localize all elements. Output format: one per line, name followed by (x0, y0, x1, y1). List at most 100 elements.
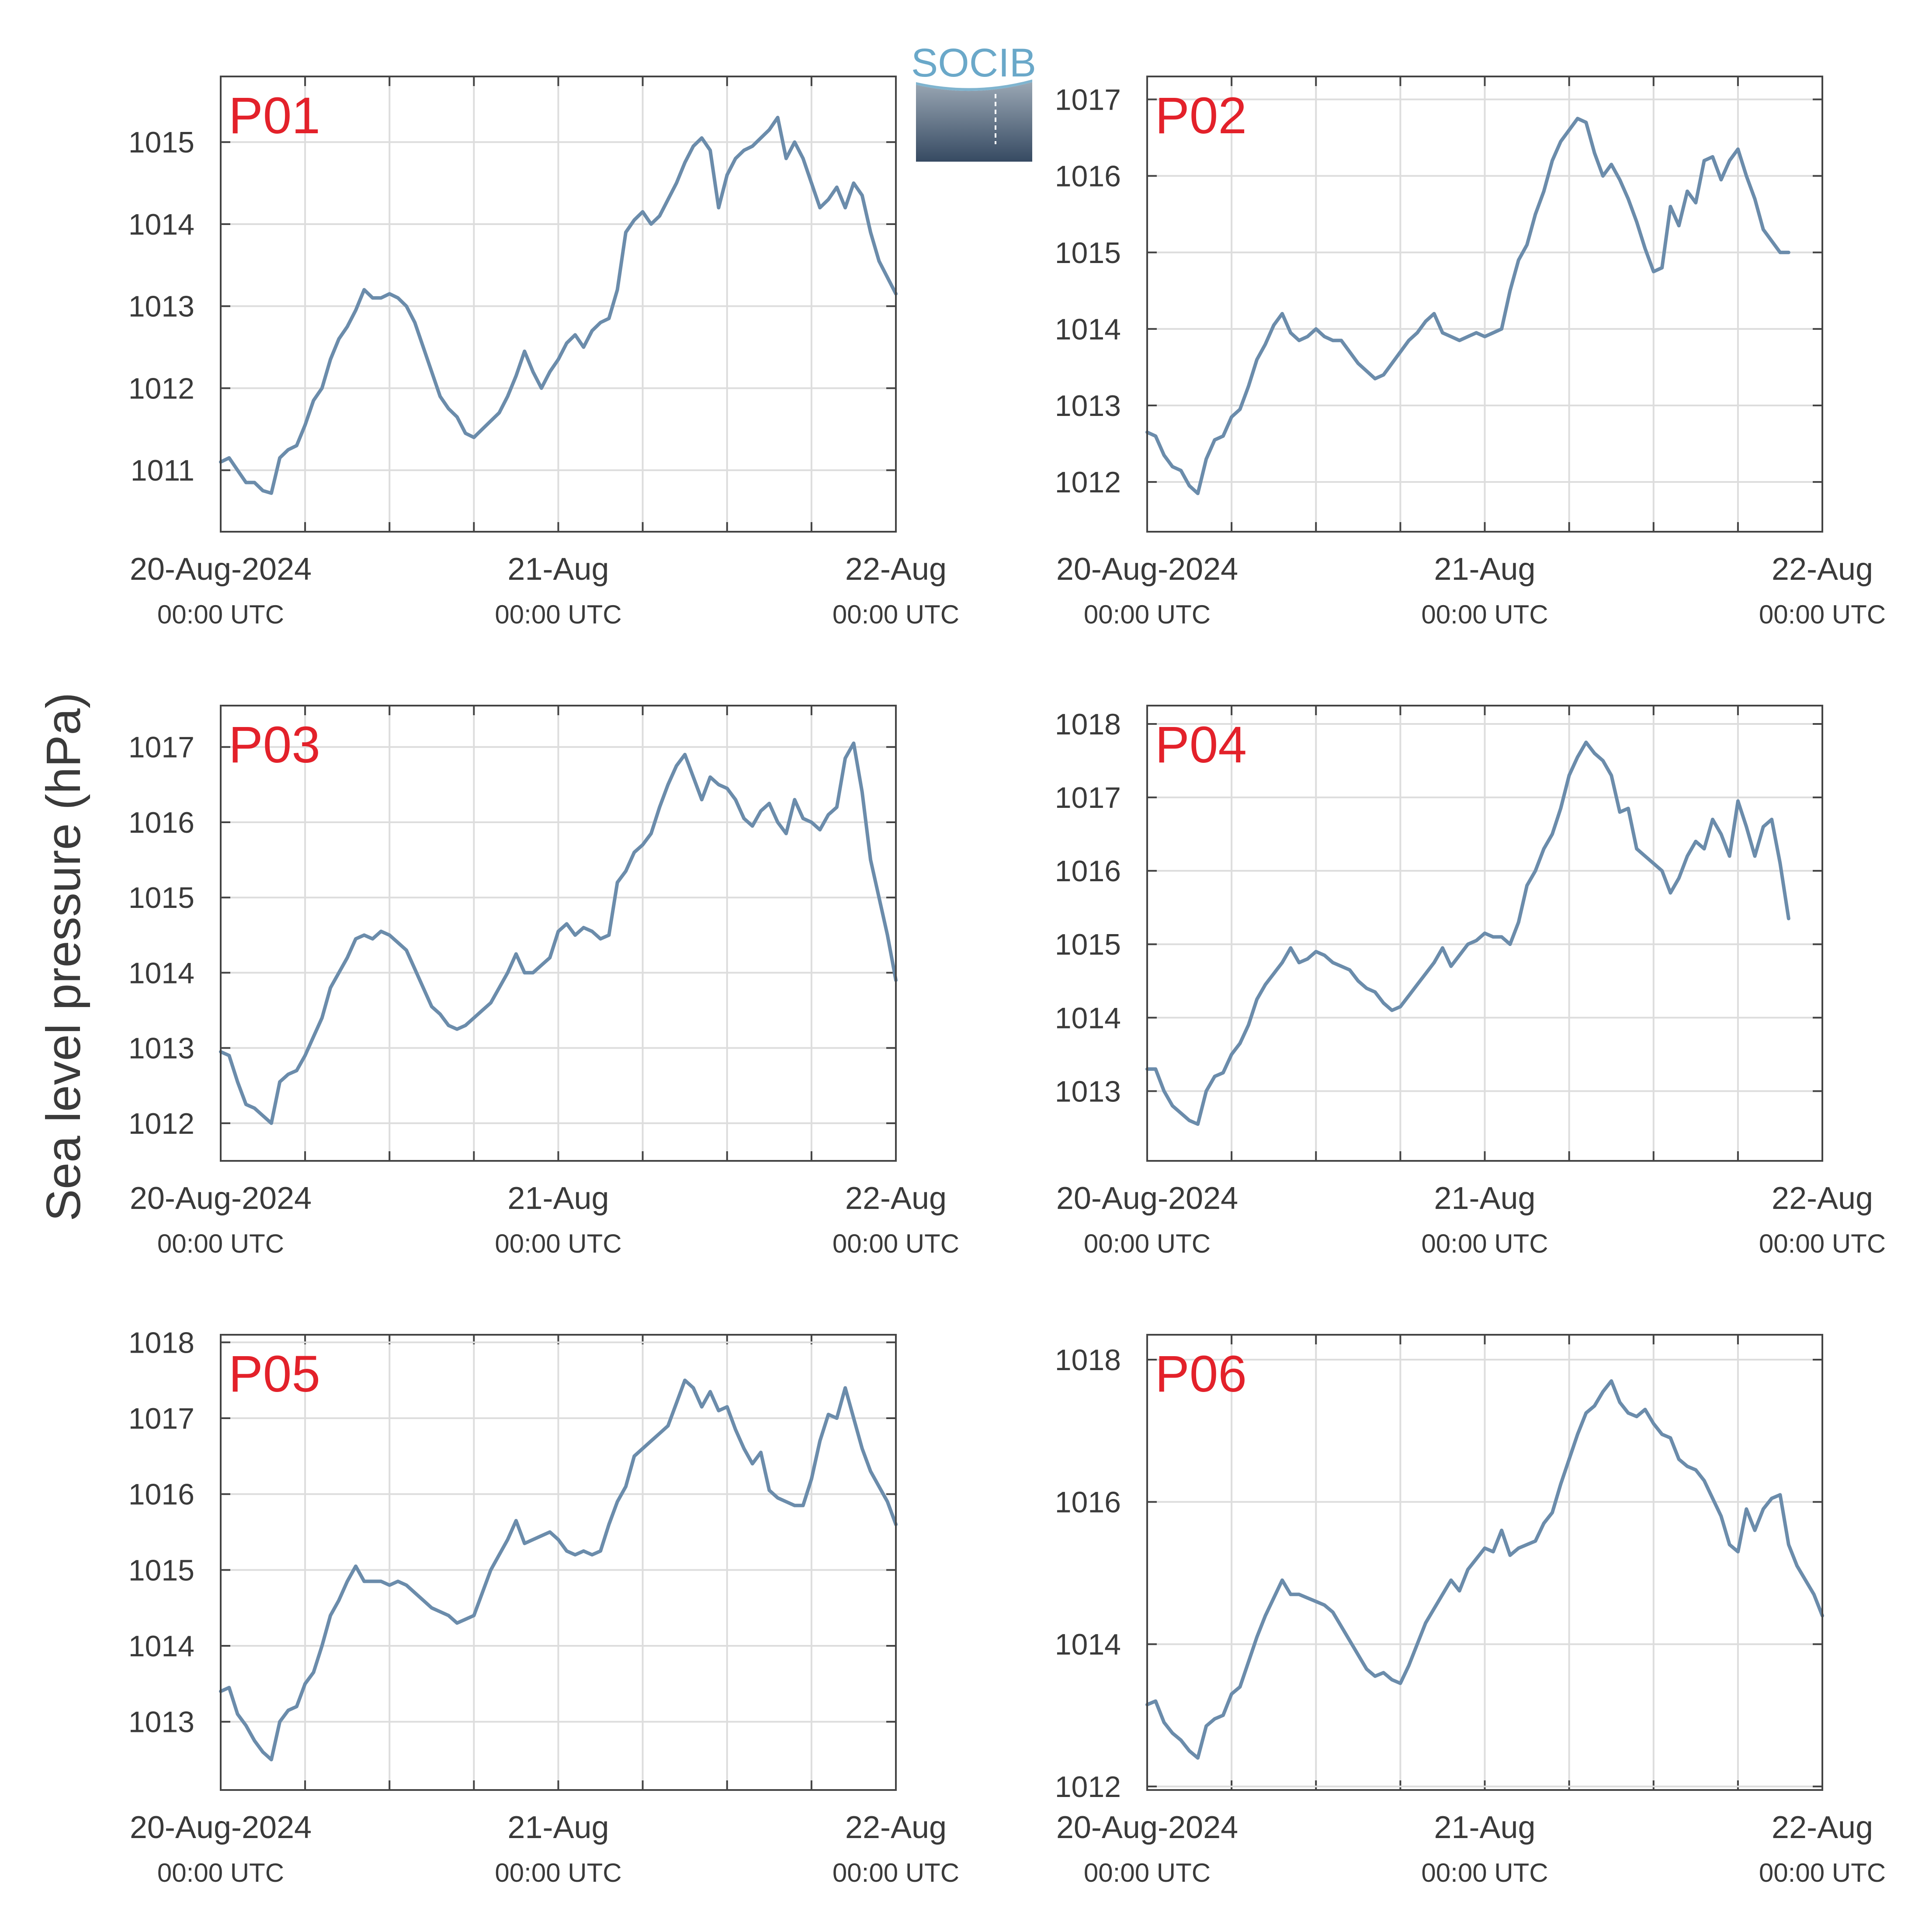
chart-p02-xtick-label: 22-Aug (1772, 552, 1873, 587)
socib-logo: SOCIB (911, 41, 1036, 162)
chart-p04-xtick-label: 20-Aug-2024 (1056, 1181, 1238, 1216)
chart-p03-xtick-sublabel: 00:00 UTC (157, 1229, 284, 1258)
chart-p06-xtick-sublabel: 00:00 UTC (1084, 1858, 1211, 1887)
chart-p04-ytick-label: 1018 (1055, 708, 1121, 741)
chart-p02-ytick-label: 1014 (1055, 313, 1121, 346)
chart-p01-ytick-label: 1011 (131, 454, 194, 487)
chart-p05-ytick-label: 1013 (128, 1706, 194, 1739)
logo-water-top-icon (916, 80, 1032, 91)
chart-p05-xtick-sublabel: 00:00 UTC (157, 1858, 284, 1887)
chart-p05-ytick-label: 1018 (128, 1326, 194, 1359)
chart-p02-xtick-sublabel: 00:00 UTC (1421, 600, 1548, 629)
chart-p05-panel: 1013 1014 1015 1016 1017 1018 P05 20-Aug-2024 00… (128, 1326, 959, 1887)
chart-p06-xtick-label: 22-Aug (1772, 1810, 1873, 1845)
chart-p02-xtick-label: 21-Aug (1434, 552, 1535, 587)
chart-p03-ytick-label: 1017 (128, 731, 194, 764)
chart-p01-xtick-label: 22-Aug (845, 552, 947, 587)
chart-p04-panel-label: P04 (1155, 716, 1247, 774)
chart-p01-panel-label: P01 (229, 87, 320, 145)
chart-p06-ytick-label: 1018 (1055, 1343, 1121, 1377)
chart-p05-axes-frame (220, 1334, 897, 1791)
chart-p03-ytick-label: 1012 (128, 1107, 194, 1140)
chart-p05-ytick-label: 1016 (128, 1478, 194, 1511)
chart-p01-xtick-sublabel: 00:00 UTC (157, 600, 284, 629)
chart-p01-xtick-sublabel: 00:00 UTC (833, 600, 959, 629)
chart-p01-series-line (219, 115, 898, 495)
chart-p01-panel: 1011 1012 1013 1014 1015 P01 20-Aug-2024 00:00 … (128, 76, 959, 629)
chart-p06-ytick-label: 1016 (1055, 1486, 1121, 1519)
chart-p02-ytick-label: 1013 (1055, 389, 1121, 422)
chart-p02-xtick-sublabel: 00:00 UTC (1084, 600, 1211, 629)
chart-p05-ytick-label: 1014 (128, 1630, 194, 1663)
chart-p04-series-line (1145, 741, 1790, 1126)
chart-p02-ytick-label: 1012 (1055, 466, 1121, 499)
chart-p03-xtick-label: 21-Aug (507, 1181, 609, 1216)
chart-p04-xtick-sublabel: 00:00 UTC (1084, 1229, 1211, 1258)
chart-p04-panel: 1013 1014 1015 1016 1017 1018 P04 20-Aug-2024 00… (1055, 705, 1886, 1258)
chart-p04-axes-frame (1146, 705, 1823, 1162)
chart-p06-series-line (1145, 1379, 1824, 1760)
chart-p06-ytick-label: 1014 (1055, 1628, 1121, 1661)
chart-p03-xtick-sublabel: 00:00 UTC (495, 1229, 621, 1258)
chart-p02-ytick-label: 1016 (1055, 160, 1121, 193)
chart-p01-xtick-label: 21-Aug (507, 552, 609, 587)
chart-p03-ytick-label: 1015 (128, 881, 194, 914)
logo-wave-icon (916, 82, 1032, 162)
chart-p04-ytick-label: 1015 (1055, 928, 1121, 961)
chart-p05-xtick-label: 21-Aug (507, 1810, 609, 1845)
logo-text: SOCIB (911, 41, 1036, 85)
chart-p06-xtick-sublabel: 00:00 UTC (1421, 1858, 1548, 1887)
chart-p04-xtick-sublabel: 00:00 UTC (1759, 1229, 1886, 1258)
chart-p04-ytick-label: 1014 (1055, 1001, 1121, 1035)
chart-p02-series-line (1145, 117, 1790, 495)
chart-p01-ytick-label: 1015 (128, 126, 194, 159)
chart-p01-xtick-label: 20-Aug-2024 (130, 552, 312, 587)
chart-p02-xtick-sublabel: 00:00 UTC (1759, 600, 1886, 629)
chart-p03-xtick-sublabel: 00:00 UTC (833, 1229, 959, 1258)
chart-p06-xtick-sublabel: 00:00 UTC (1759, 1858, 1886, 1887)
chart-p05-xtick-sublabel: 00:00 UTC (495, 1858, 621, 1887)
chart-p04-ytick-label: 1016 (1055, 855, 1121, 888)
chart-p05-ytick-label: 1015 (128, 1554, 194, 1587)
chart-p03-panel-label: P03 (229, 716, 320, 774)
chart-p03-series-line (219, 741, 898, 1125)
chart-p05-panel-label: P05 (229, 1345, 320, 1403)
chart-p03-panel: 1012 1013 1014 1015 1016 1017 P03 20-Aug-2024 00… (128, 705, 959, 1258)
chart-p05-xtick-label: 22-Aug (845, 1810, 947, 1845)
chart-p05-xtick-sublabel: 00:00 UTC (833, 1858, 959, 1887)
chart-p03-xtick-label: 22-Aug (845, 1181, 947, 1216)
chart-p06-xtick-label: 21-Aug (1434, 1810, 1535, 1845)
chart-p02-axes-frame (1146, 76, 1823, 533)
chart-p01-ytick-label: 1013 (128, 290, 194, 323)
chart-p03-ytick-label: 1013 (128, 1032, 194, 1065)
chart-p02-panel-label: P02 (1155, 87, 1247, 145)
chart-p03-xtick-label: 20-Aug-2024 (130, 1181, 312, 1216)
chart-p04-ytick-label: 1013 (1055, 1075, 1121, 1108)
chart-p04-ytick-label: 1017 (1055, 781, 1121, 814)
chart-p02-ytick-label: 1017 (1055, 83, 1121, 117)
chart-p05-xtick-label: 20-Aug-2024 (130, 1810, 312, 1845)
y-axis-label: Sea level pressure (hPa) (37, 692, 90, 1222)
chart-p03-axes-frame (220, 705, 897, 1162)
chart-p04-xtick-sublabel: 00:00 UTC (1421, 1229, 1548, 1258)
chart-p01-axes-frame (220, 76, 897, 533)
chart-p06-panel: 1012 1014 1016 1018 P06 20-Aug-2024 00:00 UTC 2… (1055, 1334, 1886, 1887)
chart-p04-xtick-label: 22-Aug (1772, 1181, 1873, 1216)
chart-p01-xtick-sublabel: 00:00 UTC (495, 600, 621, 629)
chart-p05-ytick-label: 1017 (128, 1402, 194, 1435)
chart-p02-xtick-label: 20-Aug-2024 (1056, 552, 1238, 587)
chart-p03-ytick-label: 1014 (128, 956, 194, 990)
chart-p06-xtick-label: 20-Aug-2024 (1056, 1810, 1238, 1845)
chart-p02-ytick-label: 1015 (1055, 236, 1121, 270)
chart-p05-series-line (219, 1378, 898, 1762)
chart-p06-ytick-label: 1012 (1055, 1770, 1121, 1804)
chart-p03-ytick-label: 1016 (128, 806, 194, 839)
chart-p01-ytick-label: 1014 (128, 208, 194, 241)
chart-p01-ytick-label: 1012 (128, 372, 194, 405)
chart-p04-xtick-label: 21-Aug (1434, 1181, 1535, 1216)
chart-p06-axes-frame (1146, 1334, 1823, 1791)
chart-p06-panel-label: P06 (1155, 1345, 1247, 1403)
chart-p02-panel: 1012 1013 1014 1015 1016 1017 P02 20-Aug-2024 00… (1055, 76, 1886, 629)
